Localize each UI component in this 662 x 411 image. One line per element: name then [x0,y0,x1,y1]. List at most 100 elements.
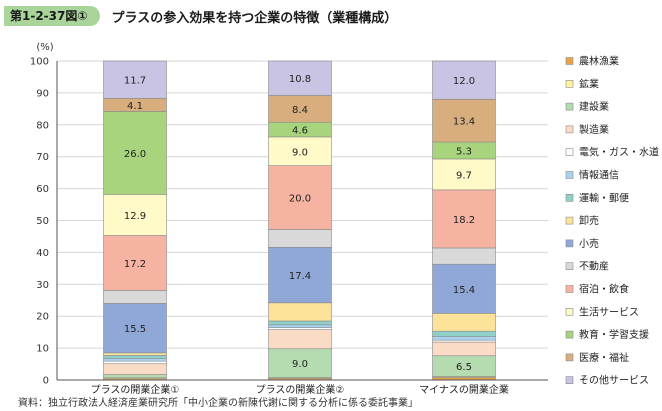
y-tick-label: 90 [36,88,49,99]
y-tick-label: 70 [36,152,49,163]
data-label: 4.6 [292,126,308,137]
figure-label-badge: 第1-2-37図① [4,6,100,26]
bar-segment [103,290,167,304]
legend-swatch [565,330,574,339]
legend-label: 卸売 [579,214,599,227]
y-axis-unit-label: (%) [36,42,53,53]
legend-swatch [565,262,574,271]
bar-segment [432,313,496,332]
legend-swatch [565,194,574,202]
bar-segment [432,330,496,337]
legend-swatch [565,239,574,248]
data-label: 18.2 [453,215,475,226]
bar-segment [268,136,332,166]
bar-segment [103,194,167,236]
legend-label: 農林漁業 [579,55,619,68]
legend-label: その他サービス [579,374,649,387]
bar-segment [268,246,332,304]
data-label: 26.0 [124,149,146,160]
legend-swatch [565,171,574,179]
data-label: 15.5 [124,324,146,335]
x-tick-label: マイナスの開業企業 [419,383,509,396]
bar-segment [268,320,332,326]
bar-segment [268,329,332,350]
y-tick-label: 80 [36,120,49,131]
data-label: 17.4 [289,271,311,282]
legend-swatch [565,125,574,134]
source-note: 資料：独立行政法人経済産業研究所「中小企業の新陳代謝に関する分析に係る委託事業」 [18,398,418,409]
bar-segment [103,358,167,362]
legend-label: 鉱業 [579,77,599,90]
data-label: 17.2 [124,259,146,270]
legend-label: 生活サービス [579,305,639,318]
legend-swatch [565,376,574,385]
bar-segment [103,111,167,195]
x-tick-label: プラスの開業企業① [91,383,180,396]
bar-segment [432,341,496,357]
legend-swatch [565,307,574,316]
bar-segment [268,324,332,328]
data-label: 9.0 [292,359,308,370]
legend-label: 小売 [579,237,599,250]
legend-swatch [565,57,574,65]
data-label: 9.0 [292,147,308,158]
bar-segment [432,60,496,100]
legend-label: 運輸・郵便 [579,191,629,204]
y-tick-label: 0 [43,376,49,387]
data-label: 13.4 [453,117,475,128]
data-label: 6.5 [456,362,472,373]
legend-label: 電気・ガス・水道 [579,146,659,159]
bar-segment [103,374,167,379]
legend-swatch [565,102,574,111]
legend-label: 教育・学習支援 [579,328,649,341]
bar-segment [432,335,496,341]
x-tick-label: プラスの開業企業② [256,383,345,396]
bar-segment [103,303,167,354]
legend-swatch [565,148,574,156]
y-tick-label: 60 [36,184,49,195]
legend-swatch [565,285,574,293]
legend-swatch [565,353,574,362]
bar-segment [268,165,332,230]
bar-segment [103,235,167,291]
bar-segment [103,60,167,99]
legend-label: 医療・福祉 [579,351,629,364]
legend-label: 製造業 [579,123,609,136]
legend-swatch [565,80,574,88]
bar-segment [103,360,167,365]
data-label: 10.8 [289,74,311,85]
legend-label: 不動産 [579,260,609,273]
bar-segment [103,363,167,375]
bar-segment [103,355,167,359]
data-label: 9.7 [456,170,472,181]
bar-segment [268,95,332,123]
figure-title: プラスの参入効果を持つ企業の特徴（業種構成） [111,10,398,26]
data-label: 20.0 [289,194,311,205]
bar-segment [432,263,496,314]
bar-segment [432,247,496,265]
data-label: 8.4 [292,105,308,116]
figure-header: 第1-2-37図① プラスの参入効果を持つ企業の特徴（業種構成） [4,4,397,28]
bar-segment [103,352,167,356]
legend-label: 建設業 [579,100,609,113]
y-tick-label: 100 [30,57,49,68]
data-label: 12.9 [124,211,146,222]
y-tick-label: 10 [36,344,49,355]
data-label: 4.1 [127,101,143,112]
bar-segment [268,229,332,248]
data-label: 12.0 [453,76,475,87]
bar-segment [432,158,496,191]
bar-segment [268,348,332,378]
data-label: 11.7 [124,76,146,87]
y-tick-label: 20 [36,312,49,323]
y-tick-label: 30 [36,280,49,291]
legend-label: 情報通信 [579,169,619,182]
bar-segment [268,60,332,96]
bar-segment [268,302,332,322]
bar-segment [432,189,496,249]
data-label: 5.3 [456,146,472,157]
y-tick-label: 40 [36,248,49,259]
data-label: 15.4 [453,285,475,296]
legend-swatch [565,216,574,225]
